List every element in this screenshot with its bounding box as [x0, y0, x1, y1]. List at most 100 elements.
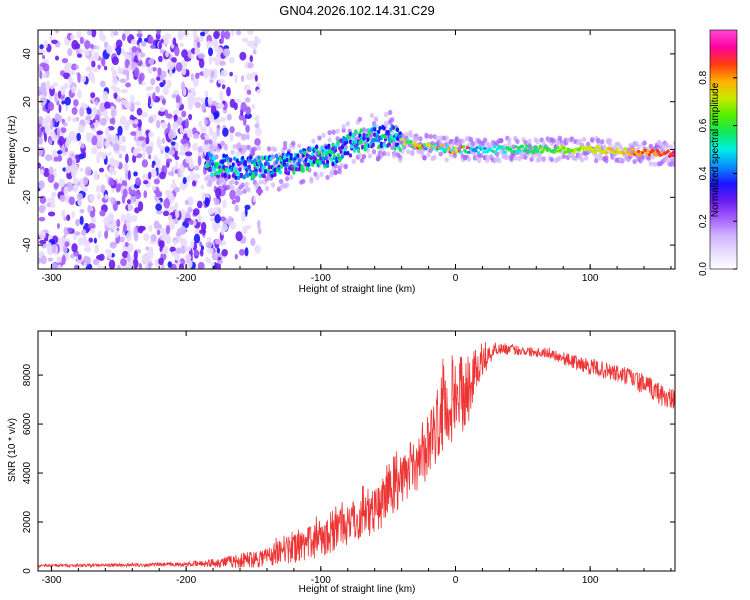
- noise-mark: [188, 219, 194, 225]
- noise-mark: [107, 212, 114, 222]
- signal-halo-mark: [343, 164, 348, 170]
- noise-mark: [157, 136, 161, 146]
- signal-halo-mark: [505, 154, 510, 160]
- signal-core-mark: [643, 148, 647, 152]
- signal-core-mark: [623, 146, 627, 151]
- noise-mark: [208, 126, 214, 136]
- signal-halo-mark: [594, 153, 599, 159]
- signal-halo-mark: [444, 157, 449, 163]
- noise-mark: [252, 49, 257, 55]
- noise-mark: [126, 252, 131, 263]
- noise-mark: [38, 162, 42, 169]
- noise-mark: [241, 211, 246, 222]
- noise-mark: [38, 146, 44, 157]
- noise-mark: [148, 35, 154, 45]
- noise-mark: [174, 46, 180, 57]
- signal-core-mark: [398, 134, 402, 139]
- signal-core-mark: [292, 170, 296, 175]
- noise-mark: [219, 116, 227, 122]
- noise-mark: [190, 170, 195, 181]
- noise-mark: [167, 171, 174, 176]
- noise-mark: [174, 252, 181, 261]
- signal-core-mark: [494, 150, 498, 155]
- noise-mark: [65, 194, 70, 204]
- snr-xlabel: Height of straight line (km): [299, 584, 416, 595]
- noise-mark: [244, 204, 251, 210]
- noise-mark: [48, 166, 54, 175]
- noise-mark: [147, 264, 151, 269]
- signal-core-mark: [331, 161, 335, 167]
- noise-mark: [148, 224, 153, 232]
- noise-mark: [242, 225, 248, 235]
- noise-mark: [122, 51, 127, 56]
- noise-mark: [161, 121, 168, 129]
- noise-mark: [180, 245, 186, 255]
- signal-halo-mark: [557, 135, 563, 141]
- signal-halo-mark: [309, 178, 314, 184]
- signal-core-mark: [344, 139, 348, 145]
- noise-mark: [138, 37, 143, 43]
- noise-mark: [214, 118, 220, 123]
- signal-halo-mark: [426, 152, 431, 158]
- signal-core-mark: [464, 150, 468, 154]
- noise-mark: [119, 236, 125, 243]
- signal-core-mark: [282, 162, 287, 167]
- signal-core-mark: [305, 166, 309, 172]
- signal-halo-mark: [658, 141, 664, 147]
- noise-mark: [249, 55, 254, 63]
- signal-core-mark: [339, 138, 343, 143]
- signal-core-mark: [383, 134, 388, 140]
- signal-halo-mark: [561, 153, 567, 160]
- noise-mark: [120, 213, 126, 223]
- noise-mark: [172, 110, 180, 115]
- noise-mark: [67, 48, 73, 57]
- noise-mark: [175, 209, 180, 219]
- signal-halo-mark: [414, 135, 419, 141]
- signal-core-mark: [208, 167, 212, 173]
- noise-mark: [47, 173, 55, 184]
- noise-mark: [110, 108, 116, 118]
- signal-core-mark: [325, 159, 330, 165]
- signal-core-mark: [308, 147, 312, 153]
- signal-halo-mark: [654, 144, 660, 150]
- signal-core-mark: [321, 156, 326, 162]
- signal-halo-mark: [258, 179, 264, 185]
- signal-core-mark: [666, 149, 670, 153]
- noise-mark: [156, 76, 161, 81]
- noise-mark: [96, 135, 103, 142]
- signal-halo-mark: [254, 182, 260, 188]
- noise-mark: [181, 67, 187, 76]
- signal-halo-mark: [410, 150, 415, 156]
- noise-mark: [136, 32, 143, 38]
- noise-mark: [56, 154, 63, 162]
- noise-mark: [43, 39, 48, 49]
- signal-core-mark: [323, 164, 327, 169]
- signal-halo-mark: [240, 182, 245, 188]
- noise-mark: [76, 132, 82, 142]
- noise-mark: [193, 173, 201, 180]
- noise-mark: [254, 127, 262, 137]
- noise-mark: [190, 48, 196, 54]
- spectrogram-x-tick-label: -200: [176, 273, 196, 284]
- noise-mark: [197, 53, 206, 59]
- signal-halo-mark: [668, 161, 674, 167]
- noise-mark: [89, 210, 96, 218]
- noise-mark: [257, 219, 261, 230]
- noise-mark: [187, 259, 193, 269]
- noise-mark: [105, 173, 109, 179]
- noise-mark: [84, 40, 91, 50]
- noise-mark: [121, 33, 126, 41]
- signal-halo-mark: [642, 140, 647, 146]
- noise-mark: [196, 41, 201, 48]
- noise-mark: [234, 253, 238, 260]
- signal-halo-mark: [218, 179, 223, 185]
- signal-core-mark: [608, 147, 612, 151]
- signal-core-mark: [289, 156, 293, 161]
- noise-mark: [185, 155, 191, 164]
- signal-core-mark: [208, 161, 212, 166]
- signal-core-mark: [400, 137, 404, 142]
- signal-halo-mark: [341, 127, 346, 133]
- signal-halo-mark: [288, 174, 294, 181]
- noise-mark: [58, 104, 62, 113]
- noise-mark: [120, 88, 128, 94]
